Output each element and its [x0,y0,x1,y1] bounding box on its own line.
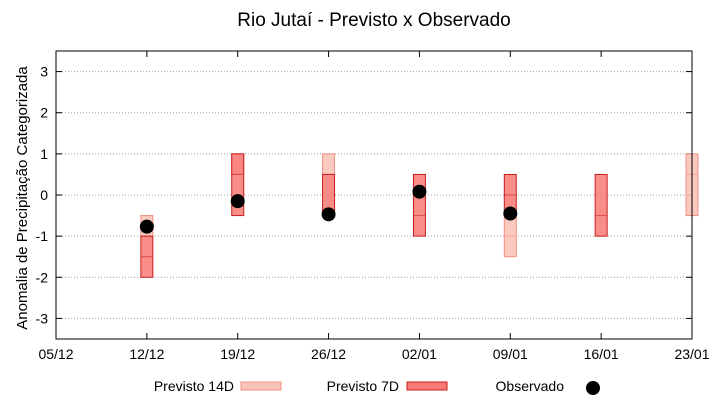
x-tick-label: 26/12 [311,346,346,362]
legend-label-previsto-14d: Previsto 14D [154,378,234,394]
series-previsto-7d [140,153,608,278]
y-tick-label: 1 [40,146,48,162]
x-axis-ticks: 05/12 12/12 19/12 26/12 02/01 09/01 16/01 23/01 [38,51,710,362]
bar-previsto-14d [322,153,336,175]
observed-point [321,207,336,222]
observed-point [139,219,154,234]
y-tick-label: -3 [36,310,49,326]
legend-swatch-previsto-14d [240,381,282,391]
plot-frame [55,50,693,340]
bar-previsto-7d [594,173,608,237]
x-tick-label: 23/01 [674,346,709,362]
y-tick-label: 0 [40,187,48,203]
legend-label-previsto-7d: Previsto 7D [327,378,399,394]
x-tick-label: 16/01 [584,346,619,362]
chart-title: Rio Jutaí - Previsto x Observado [237,10,511,31]
legend-swatch-previsto-7d [406,381,448,391]
observed-point [503,206,518,221]
legend-marker-observado [586,381,600,395]
legend: Previsto 14D Previsto 7D Observado [154,378,600,395]
y-tick-label: 2 [40,105,48,121]
x-tick-label: 12/12 [129,346,164,362]
y-tick-label: 3 [40,64,48,80]
observed-point [230,194,245,209]
x-tick-label: 09/01 [493,346,528,362]
legend-label-observado: Observado [496,378,565,394]
bar-previsto-7d [412,173,426,237]
series-observado [139,184,518,234]
y-tick-label: -1 [36,228,49,244]
y-tick-label: -2 [36,269,49,285]
x-tick-label: 19/12 [220,346,255,362]
x-tick-label: 05/12 [38,346,73,362]
observed-point [412,184,427,199]
y-axis-label: Anomalia de Precipitação Categorizada [14,66,31,330]
x-tick-label: 02/01 [402,346,437,362]
grid-layer [56,71,692,319]
